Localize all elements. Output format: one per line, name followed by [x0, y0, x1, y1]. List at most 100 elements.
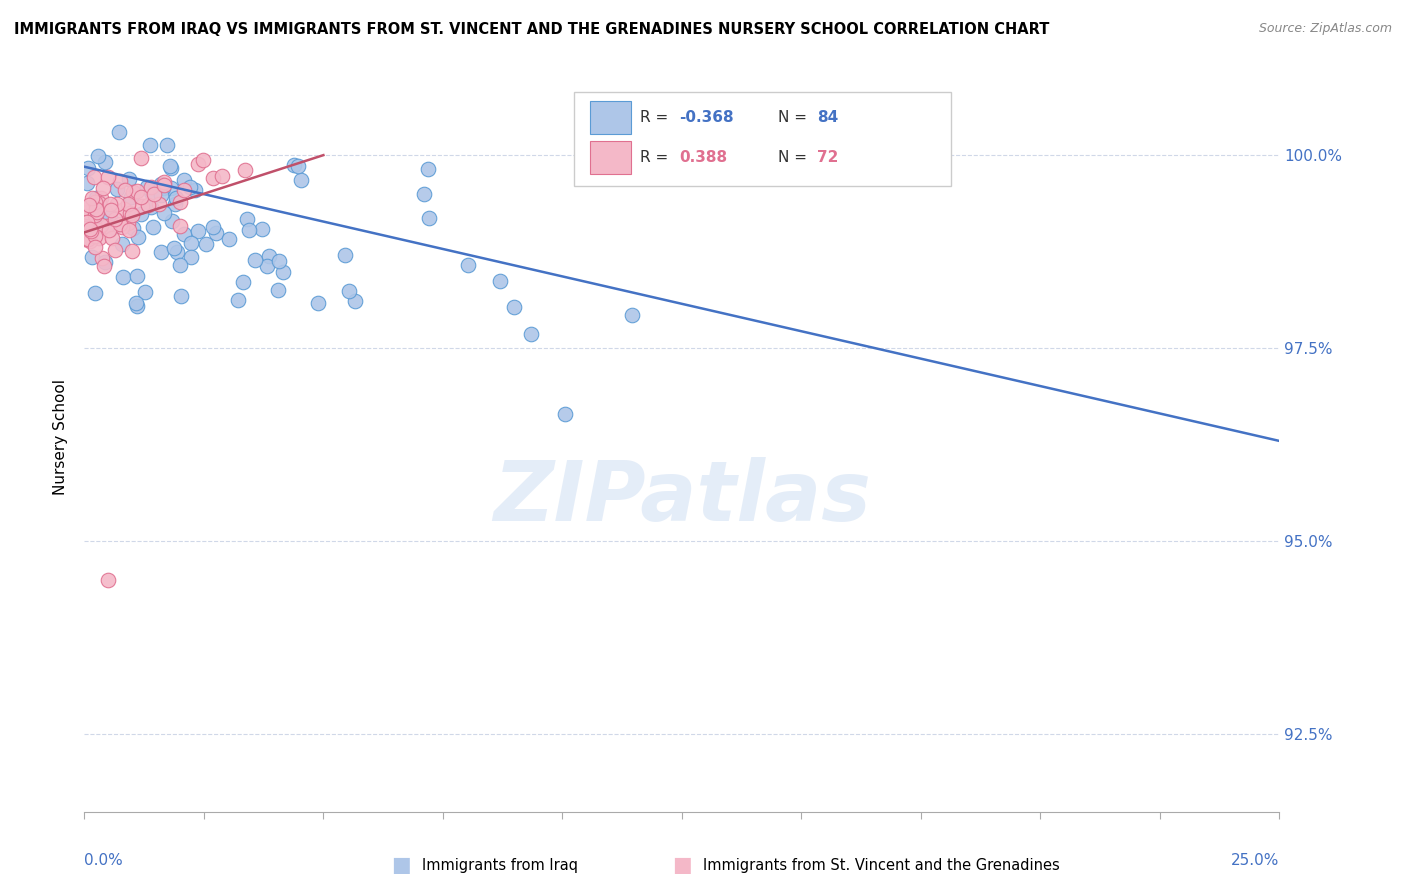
Point: [122, 220, 145, 235]
Point: [84, 191, 107, 205]
Point: [153, 178, 176, 193]
Point: [84, 285, 107, 300]
Point: [112, 202, 135, 217]
Point: [141, 186, 163, 200]
Point: [76, 227, 98, 242]
Point: [89, 195, 111, 210]
Point: [107, 125, 129, 139]
Point: [169, 258, 191, 272]
Point: [149, 244, 172, 259]
Point: [98, 223, 121, 237]
Point: [98, 210, 121, 224]
Point: [84, 202, 107, 216]
Point: [202, 171, 225, 186]
Text: 0.0%: 0.0%: [84, 853, 124, 868]
Point: [100, 203, 122, 218]
Point: [290, 173, 312, 187]
Point: [96, 219, 118, 234]
Point: [127, 268, 149, 283]
Point: [267, 283, 290, 297]
Point: [79, 222, 101, 236]
Point: [162, 241, 184, 255]
Point: [134, 285, 156, 300]
Point: [554, 407, 576, 421]
Point: [84, 209, 107, 223]
Point: [77, 232, 100, 246]
Point: [75, 226, 97, 240]
Point: [169, 194, 191, 209]
Point: [233, 163, 256, 178]
Point: [205, 226, 228, 240]
Point: [86, 204, 108, 219]
Point: [110, 174, 132, 188]
Point: [75, 221, 97, 235]
Point: [121, 208, 143, 222]
Point: [457, 258, 479, 272]
Point: [100, 231, 122, 245]
Point: [202, 220, 225, 235]
Text: R =: R =: [640, 150, 673, 165]
Point: [152, 175, 174, 189]
Point: [193, 153, 215, 167]
Point: [489, 275, 512, 289]
Point: [139, 180, 162, 194]
Point: [79, 223, 101, 237]
Point: [184, 183, 207, 197]
Point: [238, 222, 260, 236]
Point: [76, 176, 98, 190]
Point: [105, 197, 128, 211]
Point: [129, 190, 152, 204]
Point: [94, 155, 117, 169]
Point: [179, 179, 201, 194]
Point: [124, 296, 146, 310]
Point: [187, 157, 209, 171]
Point: [125, 184, 148, 198]
Point: [159, 180, 181, 194]
Point: [139, 201, 162, 215]
Point: [91, 251, 114, 265]
Point: [138, 137, 160, 152]
Point: [93, 255, 115, 269]
Point: [76, 230, 98, 244]
Point: [236, 211, 259, 226]
FancyBboxPatch shape: [575, 93, 950, 186]
Point: [256, 259, 278, 273]
Text: 72: 72: [817, 150, 838, 165]
Text: ■: ■: [391, 855, 411, 875]
Point: [83, 226, 105, 240]
Point: [75, 201, 97, 215]
Point: [156, 138, 179, 153]
Point: [169, 219, 191, 234]
Point: [287, 159, 309, 173]
Point: [90, 219, 112, 233]
Point: [180, 236, 202, 251]
Point: [108, 217, 131, 231]
Text: 84: 84: [817, 110, 838, 125]
Point: [170, 289, 193, 303]
Point: [335, 248, 357, 262]
Point: [117, 216, 139, 230]
Point: [160, 161, 183, 176]
Point: [127, 229, 149, 244]
FancyBboxPatch shape: [591, 101, 630, 134]
Point: [232, 275, 254, 289]
Point: [519, 326, 541, 341]
Point: [118, 206, 141, 220]
Point: [257, 248, 280, 262]
Point: [129, 206, 152, 220]
Point: [162, 213, 184, 227]
Text: 25.0%: 25.0%: [1232, 853, 1279, 868]
Point: [142, 220, 165, 235]
Point: [82, 191, 104, 205]
FancyBboxPatch shape: [591, 141, 630, 174]
Point: [138, 197, 160, 211]
Point: [337, 284, 360, 298]
Point: [273, 265, 295, 279]
Point: [104, 212, 127, 227]
Point: [418, 211, 440, 225]
Point: [163, 196, 186, 211]
Point: [218, 232, 240, 246]
Point: [97, 170, 120, 185]
Point: [87, 148, 110, 162]
Point: [105, 182, 128, 196]
